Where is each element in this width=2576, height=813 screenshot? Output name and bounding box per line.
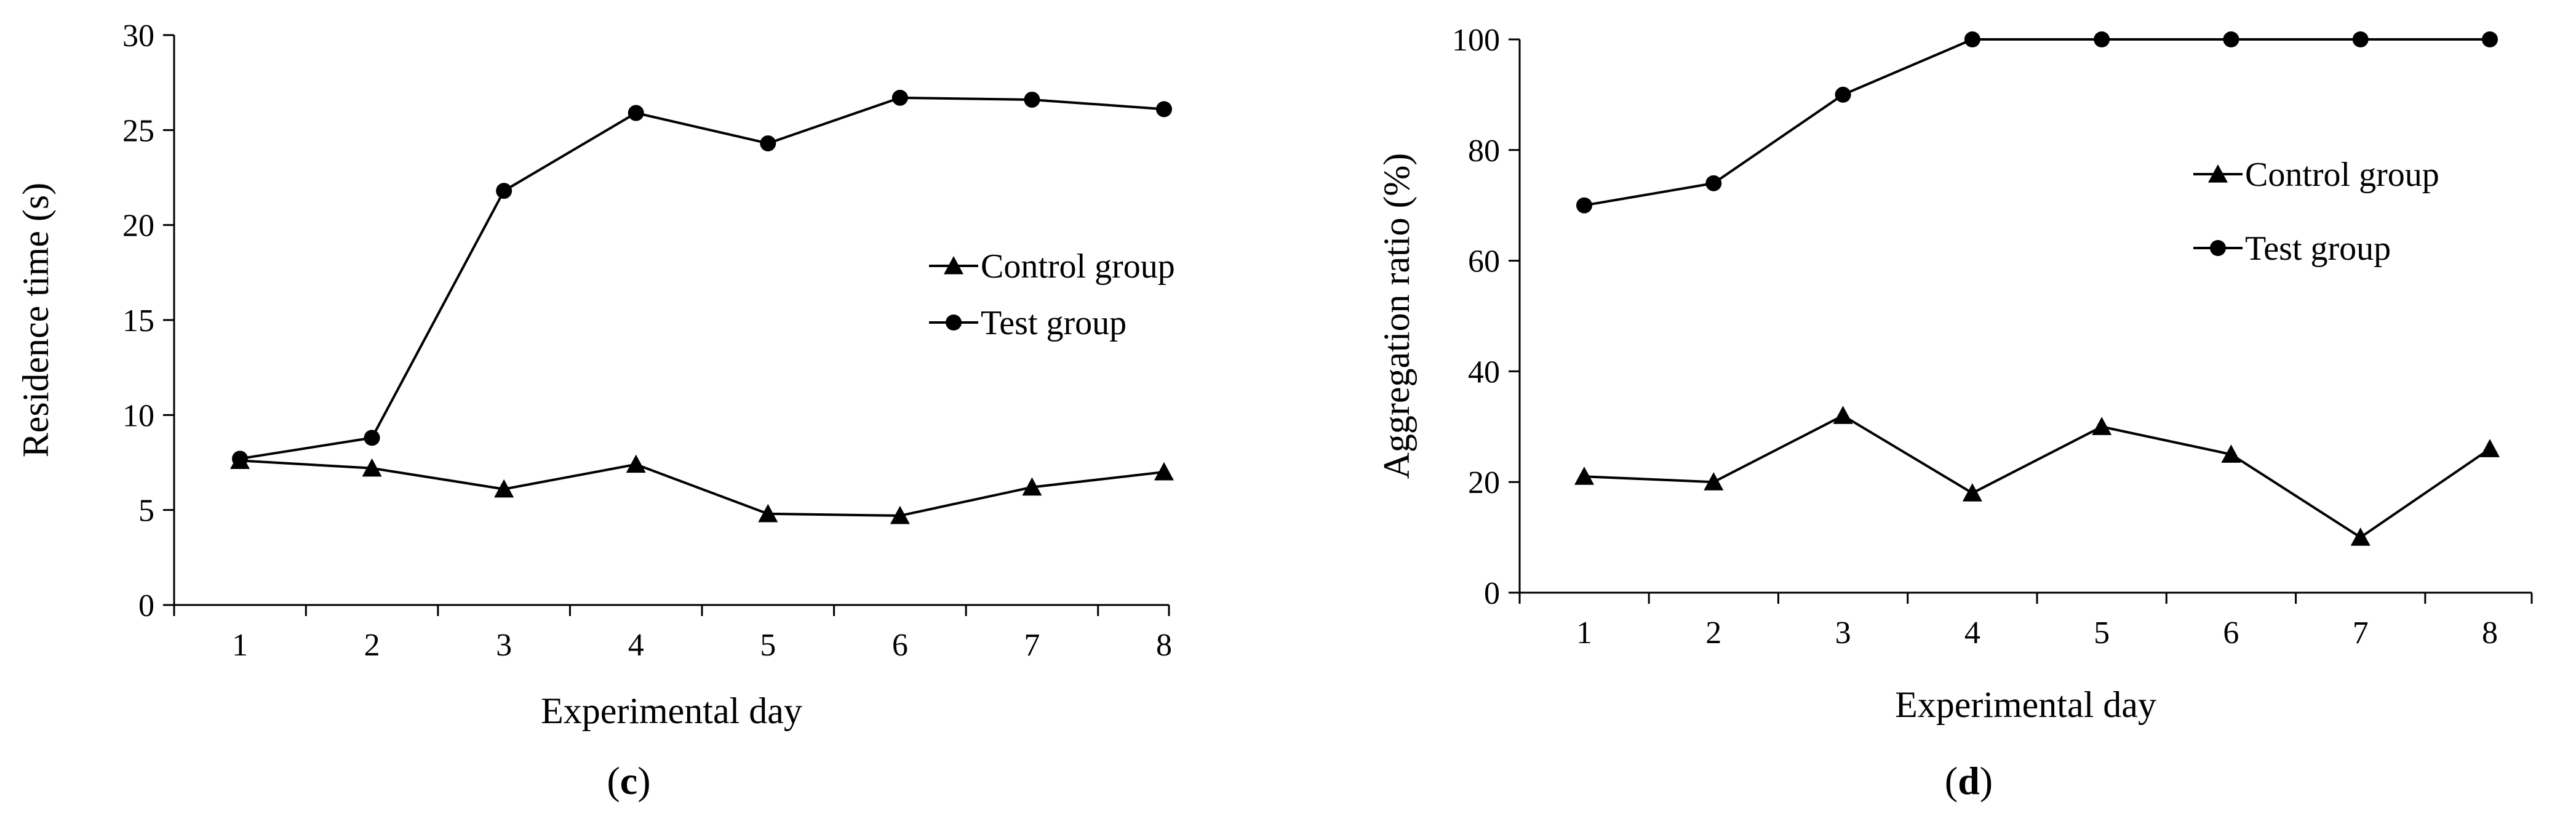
y-tick-label: 30 <box>122 18 154 54</box>
series-line <box>239 96 1165 460</box>
y-tick-label: 100 <box>1452 23 1500 58</box>
data-point-triangle <box>2480 439 2500 457</box>
y-axis-title: Residence time (s) <box>15 183 56 458</box>
y-tick-label: 25 <box>122 113 154 148</box>
legend-label: Control group <box>2245 156 2439 194</box>
data-point-triangle <box>494 479 514 498</box>
data-point-circle <box>2352 31 2369 47</box>
y-tick-label: 20 <box>122 209 154 244</box>
panel-label-open-paren: ( <box>607 759 620 803</box>
x-tick-label: 4 <box>628 628 644 663</box>
legend-marker-circle <box>2210 240 2226 256</box>
y-tick-label: 60 <box>1468 244 1500 279</box>
data-point-triangle <box>2350 527 2371 546</box>
series-test-group <box>232 89 1172 467</box>
data-point-triangle <box>1154 462 1174 481</box>
x-tick-label: 2 <box>364 628 380 663</box>
x-tick-label: 7 <box>1024 628 1040 663</box>
x-tick-label: 4 <box>1964 615 1980 651</box>
data-point-triangle <box>2092 417 2112 435</box>
legend-label: Test group <box>981 304 1127 342</box>
x-tick-label: 3 <box>496 628 512 663</box>
data-point-circle <box>2094 31 2110 47</box>
x-tick-label: 1 <box>1576 615 1592 651</box>
data-point-triangle <box>1704 472 1724 491</box>
legend-marker-triangle <box>944 256 963 274</box>
data-point-circle <box>232 451 248 467</box>
data-point-triangle <box>1574 467 1594 485</box>
y-tick-label: 5 <box>138 494 154 529</box>
x-tick-label: 1 <box>232 628 248 663</box>
chart-d: 0 20 40 60 80 100 1 2 3 4 5 6 7 8 Experimental day Aggr… <box>1376 23 2533 803</box>
series-line <box>1584 414 2491 539</box>
legend-entry: Control group <box>2193 156 2439 194</box>
y-tick-label: 10 <box>122 398 154 433</box>
panel-label-open-paren: ( <box>1945 759 1958 803</box>
data-point-circle <box>1576 197 1592 214</box>
y-tick-label: 0 <box>1484 576 1500 611</box>
legend-label: Control group <box>981 247 1175 286</box>
legend-label: Test group <box>2245 230 2391 268</box>
data-point-circle <box>2482 31 2498 47</box>
panel-label-letter: c <box>620 759 637 803</box>
data-point-triangle <box>362 458 382 477</box>
legend-entry: Control group <box>929 247 1175 286</box>
y-tick-label: 0 <box>138 588 154 623</box>
data-point-circle <box>364 430 380 446</box>
panel-label: (d) <box>1945 759 1993 803</box>
data-point-circle <box>1705 175 1722 191</box>
data-point-circle <box>628 105 644 121</box>
series-control-group <box>1574 406 2500 546</box>
x-axis-title: Experimental day <box>1895 684 2156 725</box>
legend-entry: Test group <box>2193 230 2391 268</box>
legend-entry: Test group <box>929 304 1127 342</box>
series-line <box>1584 38 2490 207</box>
data-point-triangle <box>1022 477 1042 496</box>
data-point-circle <box>496 183 512 199</box>
data-point-circle <box>2223 31 2239 47</box>
series-test-group <box>1576 31 2498 214</box>
panel-label-close-paren: ) <box>1980 759 1993 803</box>
data-point-circle <box>1156 101 1172 118</box>
x-tick-label: 3 <box>1835 615 1851 651</box>
data-point-circle <box>760 135 776 151</box>
x-tick-label: 6 <box>2223 615 2239 651</box>
x-axis-title: Experimental day <box>541 691 802 731</box>
x-tick-label: 8 <box>1156 628 1172 663</box>
x-tick-label: 7 <box>2353 615 2369 651</box>
y-tick-label: 15 <box>122 303 154 338</box>
data-point-circle <box>891 89 908 106</box>
y-axis-title: Aggregation ratio (%) <box>1376 153 1417 479</box>
y-tick-label: 80 <box>1468 134 1500 169</box>
data-point-triangle <box>758 503 778 523</box>
data-point-triangle <box>1833 406 1853 424</box>
series-control-group <box>230 451 1174 524</box>
panel-label-close-paren: ) <box>637 759 650 803</box>
y-tick-label: 40 <box>1468 354 1500 390</box>
x-tick-label: 2 <box>1705 615 1721 651</box>
x-tick-label: 8 <box>2482 615 2498 651</box>
chart-c: 0 5 10 15 20 25 30 1 2 3 4 5 6 7 8 Experimental day Resi… <box>15 18 1175 803</box>
legend-marker-circle <box>946 314 962 330</box>
legend-marker-triangle <box>2208 164 2228 183</box>
y-tick-label: 20 <box>1468 465 1500 500</box>
panel-label-letter: d <box>1958 759 1980 803</box>
panel-label: (c) <box>607 759 650 803</box>
data-point-triangle <box>1962 483 1982 502</box>
data-point-circle <box>1964 31 1980 47</box>
x-tick-label: 6 <box>892 628 908 663</box>
x-tick-label: 5 <box>760 628 776 663</box>
series-line <box>239 459 1165 517</box>
x-tick-label: 5 <box>2094 615 2110 651</box>
data-point-triangle <box>626 454 646 473</box>
data-point-circle <box>1835 86 1851 103</box>
data-point-circle <box>1024 91 1040 108</box>
data-point-triangle <box>2221 444 2241 463</box>
data-point-triangle <box>890 505 910 524</box>
